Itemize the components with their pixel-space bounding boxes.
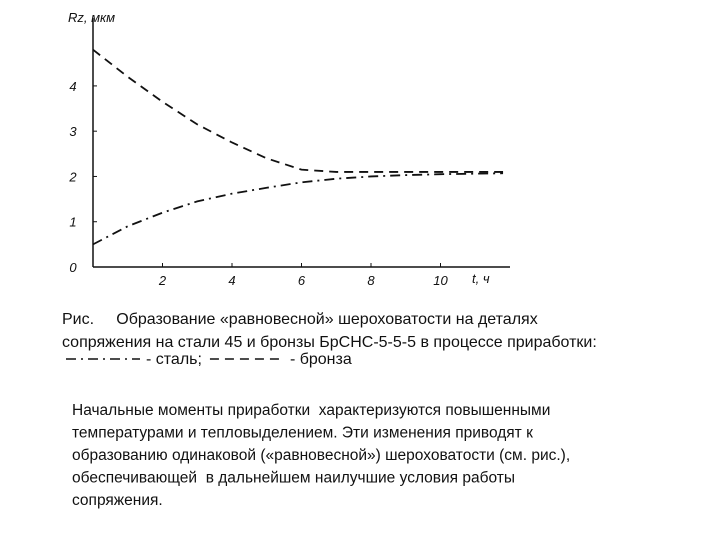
y-tick-label: 4 (69, 79, 76, 94)
x-tick-label: 2 (158, 273, 167, 288)
y-axis-label: Rz, мкм (68, 10, 115, 25)
body-line: Начальные моменты приработки характеризу… (72, 402, 550, 419)
body-line: температурами и тепловыделением. Эти изм… (72, 425, 533, 442)
x-tick-label: 4 (228, 273, 235, 288)
body-line: обеспечивающей в дальнейшем наилучшие ус… (72, 470, 515, 487)
legend-label: - бронза (290, 351, 352, 368)
x-tick-label: 8 (367, 273, 375, 288)
x-tick-label: 10 (433, 273, 448, 288)
x-tick-label: 6 (298, 273, 306, 288)
series-line (92, 48, 504, 173)
caption-line: Рис. Образование «равновесной» шероховат… (62, 311, 538, 328)
x-axis-label: t, ч (472, 271, 490, 286)
legend-label: - сталь; (146, 351, 202, 368)
series-line (92, 172, 504, 246)
y-tick-label: 0 (69, 260, 77, 275)
y-tick-label: 2 (68, 169, 77, 184)
body-line: образованию одинаковой («равновесной») ш… (72, 447, 570, 464)
y-tick-label: 3 (69, 124, 77, 139)
body-line: сопряжения. (72, 492, 163, 509)
caption-line: сопряжения на стали 45 и бронзы БрСНС-5-… (62, 334, 597, 351)
y-tick-label: 1 (69, 215, 76, 230)
